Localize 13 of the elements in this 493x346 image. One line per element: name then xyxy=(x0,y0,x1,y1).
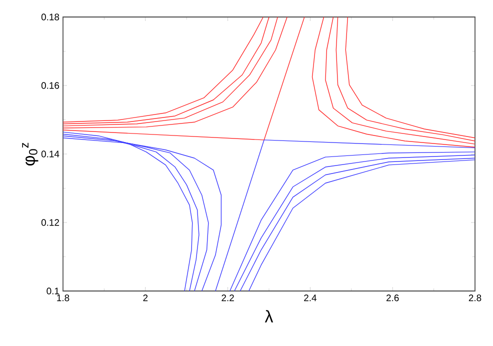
x-tick-label: 2.6 xyxy=(386,294,399,302)
y-tick-label: 0.18 xyxy=(41,14,60,20)
y-tick-label: 0.1 xyxy=(46,288,60,294)
x-tick-label: 1.8 xyxy=(57,294,70,302)
y-tick-label: 0.14 xyxy=(41,150,60,158)
x-axis-title: λ xyxy=(264,310,274,322)
y-axis-title: φ$_{0}$z xyxy=(22,142,38,166)
y-tick-label: 0.16 xyxy=(41,82,60,89)
x-tick-label: 2 xyxy=(143,294,148,302)
x-tick-label: 2.2 xyxy=(222,294,234,302)
x-tick-label: 2.4 xyxy=(304,294,316,302)
x-tick-label: 2.8 xyxy=(468,294,482,302)
y-tick-label: 0.12 xyxy=(41,219,60,226)
